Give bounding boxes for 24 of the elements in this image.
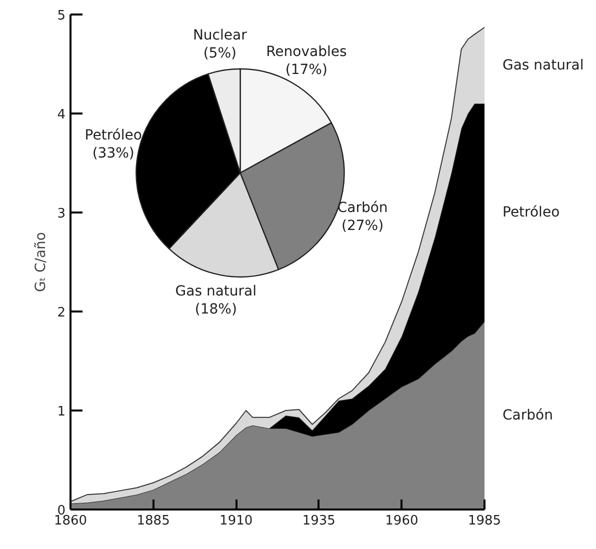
data-label: (18%) xyxy=(194,302,237,318)
data-label: (5%) xyxy=(203,46,236,62)
x-tick-label: 1885 xyxy=(136,514,170,528)
slice-label: Renovables xyxy=(266,44,347,60)
y-tick-label: 1 xyxy=(57,404,66,420)
data-label: (33%) xyxy=(92,146,134,162)
y-tick-label: 2 xyxy=(57,306,66,320)
series-label: Gas natural xyxy=(502,57,584,74)
x-tick-label: 1935 xyxy=(302,514,336,528)
data-label: (27%) xyxy=(342,218,384,234)
x-tick-label: 1985 xyxy=(468,514,502,528)
slice-label: Carbón xyxy=(337,200,388,216)
y-axis-title: Gₜ C/año xyxy=(33,232,50,292)
slice-label: Gas natural xyxy=(175,284,256,300)
y-tick-label: 4 xyxy=(57,108,66,122)
series-label: Carbón xyxy=(502,407,553,424)
x-tick-label: 1960 xyxy=(385,514,418,528)
data-label: (17%) xyxy=(285,62,328,78)
y-tick-label: 3 xyxy=(57,206,66,222)
x-tick-label: 1910 xyxy=(220,514,253,528)
slice-label: Nuclear xyxy=(192,28,248,44)
slice-label: Petróleo xyxy=(84,128,142,144)
series-label: Petróleo xyxy=(502,204,560,220)
y-tick-label: 5 xyxy=(57,8,66,24)
